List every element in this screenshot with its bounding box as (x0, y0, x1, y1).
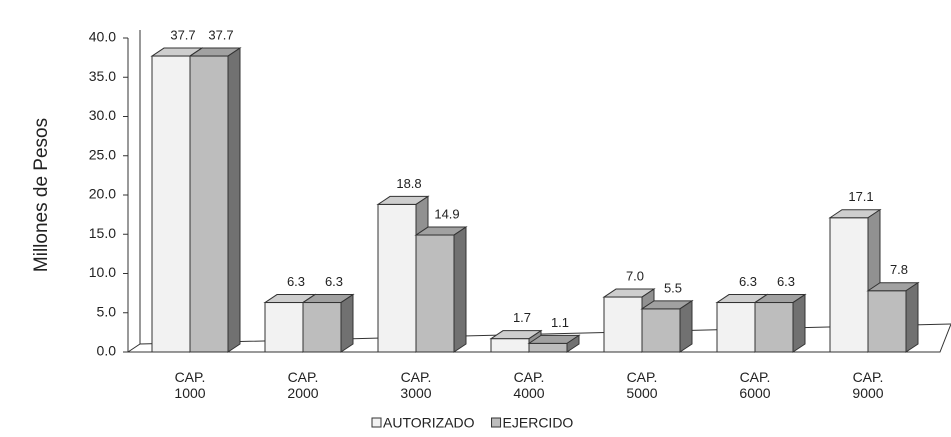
bar-front (829, 217, 869, 353)
legend-swatch (371, 417, 382, 428)
y-tick-label: 40.0 (89, 29, 116, 45)
bar-side (453, 226, 467, 353)
y-tick-label: 20.0 (89, 186, 116, 202)
value-label: 7.0 (626, 268, 644, 283)
bar-front (189, 55, 229, 353)
value-label: 5.5 (664, 280, 682, 295)
bar-side (792, 293, 806, 353)
value-label: 6.3 (777, 274, 795, 289)
bar-front (377, 203, 417, 353)
bar-front (151, 55, 191, 353)
y-tick-label: 25.0 (89, 146, 116, 162)
value-label: 14.9 (434, 206, 459, 221)
value-label: 1.1 (551, 315, 569, 330)
bar-front (641, 308, 681, 353)
bar-front (603, 296, 643, 353)
legend-label: EJERCIDO (503, 415, 574, 431)
value-label: 17.1 (848, 189, 873, 204)
bar-side (566, 334, 580, 353)
y-tick-label: 30.0 (89, 107, 116, 123)
bar-front (867, 290, 907, 353)
bar-side (679, 299, 693, 353)
y-tick-label: 10.0 (89, 264, 116, 280)
x-tick-label: CAP. 4000 (513, 369, 544, 401)
x-tick-label: CAP. 1000 (174, 369, 205, 401)
bar-front (490, 338, 530, 353)
bar-side (227, 47, 241, 353)
x-tick-label: CAP. 2000 (287, 369, 318, 401)
value-label: 6.3 (739, 274, 757, 289)
y-tick-label: 15.0 (89, 225, 116, 241)
bar-front (716, 302, 756, 353)
x-tick-label: CAP. 5000 (626, 369, 657, 401)
value-label: 37.7 (170, 27, 195, 42)
y-tick-label: 5.0 (97, 303, 117, 319)
value-label: 18.8 (396, 176, 421, 191)
legend-swatch (491, 417, 502, 428)
x-tick-label: CAP. 3000 (400, 369, 431, 401)
bar-front (528, 342, 568, 353)
x-tick-label: CAP. 6000 (739, 369, 770, 401)
bar-side (905, 281, 919, 353)
value-label: 6.3 (287, 274, 305, 289)
bar-front (302, 302, 342, 353)
y-tick-label: 35.0 (89, 68, 116, 84)
x-tick-label: CAP. 9000 (852, 369, 883, 401)
value-label: 37.7 (208, 27, 233, 42)
bar-front (754, 302, 794, 353)
bar-side (340, 293, 354, 353)
value-label: 1.7 (513, 310, 531, 325)
y-axis-title: Millones de Pesos (31, 118, 52, 272)
value-label: 7.8 (890, 262, 908, 277)
bar-front (264, 302, 304, 353)
legend-label: AUTORIZADO (383, 415, 475, 431)
y-tick-label: 0.0 (97, 343, 117, 359)
value-label: 6.3 (325, 274, 343, 289)
bar-front (415, 234, 455, 353)
